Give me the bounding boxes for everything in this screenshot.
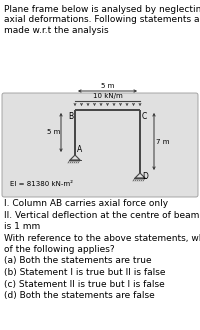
Text: (c) Statement II is true but I is false: (c) Statement II is true but I is false xyxy=(4,280,165,288)
Text: made w.r.t the analysis: made w.r.t the analysis xyxy=(4,26,109,35)
Text: 10 kN/m: 10 kN/m xyxy=(93,93,122,99)
Text: A: A xyxy=(77,145,82,154)
Text: 7 m: 7 m xyxy=(156,139,170,145)
Text: (d) Both the statements are false: (d) Both the statements are false xyxy=(4,291,155,300)
Text: (a) Both the statements are true: (a) Both the statements are true xyxy=(4,256,152,266)
Text: II. Vertical deflection at the centre of beam BC: II. Vertical deflection at the centre of… xyxy=(4,211,200,219)
Text: Plane frame below is analysed by neglecting: Plane frame below is analysed by neglect… xyxy=(4,5,200,14)
Text: axial deformations. Following statements are: axial deformations. Following statements… xyxy=(4,16,200,24)
Text: D: D xyxy=(142,172,148,181)
FancyBboxPatch shape xyxy=(2,93,198,197)
Text: EI = 81380 kN-m²: EI = 81380 kN-m² xyxy=(10,181,73,187)
Text: 5 m: 5 m xyxy=(101,83,114,89)
Text: B: B xyxy=(68,112,73,121)
Text: I. Column AB carries axial force only: I. Column AB carries axial force only xyxy=(4,199,168,208)
Text: of the following applies?: of the following applies? xyxy=(4,245,115,254)
Text: (b) Statement I is true but II is false: (b) Statement I is true but II is false xyxy=(4,268,166,277)
Text: is 1 mm: is 1 mm xyxy=(4,222,40,231)
Text: C: C xyxy=(142,112,147,121)
Text: With reference to the above statements, which: With reference to the above statements, … xyxy=(4,234,200,243)
Text: 5 m: 5 m xyxy=(47,129,60,136)
